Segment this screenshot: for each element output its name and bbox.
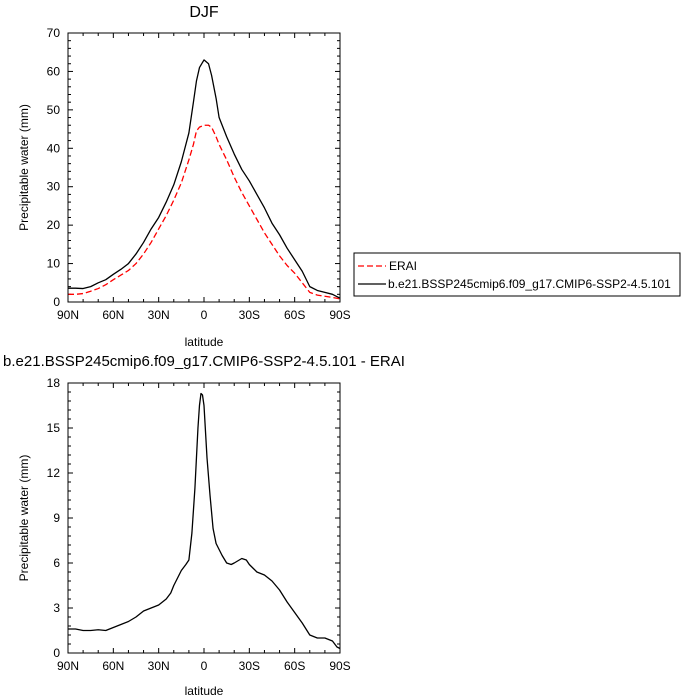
bottom-series — [68, 392, 341, 650]
bottom-y-tick-label: 9 — [53, 511, 60, 525]
top-y-tick-label: 60 — [47, 64, 61, 78]
top-y-tick-label: 40 — [47, 141, 61, 155]
top-y-tick-label: 10 — [47, 257, 61, 271]
top-series-line-1 — [68, 59, 341, 299]
bottom-y-tick-label: 15 — [47, 421, 61, 435]
top-x-tick-label: 90S — [329, 308, 350, 322]
top-series — [68, 59, 341, 300]
legend-box — [353, 252, 681, 297]
bottom-y-axis-label: Precipitable water (mm) — [17, 455, 31, 582]
top-y-tick-label: 50 — [47, 103, 61, 117]
top-x-tick-label: 60S — [284, 308, 305, 322]
top-x-tick-label: 90N — [57, 308, 79, 322]
top-series-line-0 — [68, 124, 341, 300]
top-chart-title: DJF — [189, 4, 219, 21]
bottom-chart-title: b.e21.BSSP245cmip6.f09_g17.CMIP6-SSP2-4.… — [3, 353, 405, 370]
top-ticks: 90N 60N 30N 0 30S 60S 90S 0 10 20 30 40 50 60 70 — [47, 26, 351, 322]
top-y-axis-label: Precipitable water (mm) — [17, 104, 31, 231]
legend: ERAI b.e21.BSSP245cmip6.f09_g17.CMIP6-SS… — [353, 252, 681, 297]
top-y-tick-label: 70 — [47, 26, 61, 40]
bottom-y-tick-label: 6 — [53, 556, 60, 570]
top-y-tick-label: 0 — [53, 295, 60, 309]
bottom-y-tick-label: 18 — [47, 376, 61, 390]
bottom-x-tick-label: 60S — [284, 659, 305, 673]
bottom-x-axis-label: latitude — [185, 684, 224, 698]
top-y-tick-label: 20 — [47, 218, 61, 232]
bottom-series-line-0 — [68, 392, 341, 650]
bottom-y-tick-label: 3 — [53, 601, 60, 615]
top-plot-frame — [67, 32, 341, 303]
bottom-plot-frame — [67, 382, 341, 654]
top-x-tick-label: 60N — [102, 308, 124, 322]
bottom-x-tick-label: 0 — [201, 659, 208, 673]
top-x-tick-label: 30N — [148, 308, 170, 322]
top-x-axis-label: latitude — [185, 335, 224, 349]
bottom-x-tick-label: 30N — [148, 659, 170, 673]
top-y-tick-label: 30 — [47, 180, 61, 194]
bottom-ticks: 90N 60N 30N 0 30S 60S 90S 0 3 6 9 12 15 18 — [47, 376, 351, 673]
bottom-x-tick-label: 60N — [102, 659, 124, 673]
top-panel: DJF Precipitable water (mm) latitude 90N… — [17, 4, 351, 349]
bottom-x-tick-label: 90S — [329, 659, 350, 673]
bottom-x-tick-label: 30S — [239, 659, 260, 673]
bottom-y-tick-label: 12 — [47, 466, 61, 480]
legend-label-erai: ERAI — [389, 259, 417, 273]
bottom-y-tick-label: 0 — [53, 646, 60, 660]
top-x-tick-label: 30S — [239, 308, 260, 322]
legend-label-model: b.e21.BSSP245cmip6.f09_g17.CMIP6-SSP2-4.… — [388, 277, 671, 291]
bottom-panel: b.e21.BSSP245cmip6.f09_g17.CMIP6-SSP2-4.… — [3, 353, 405, 698]
bottom-x-tick-label: 90N — [57, 659, 79, 673]
top-x-tick-label: 0 — [201, 308, 208, 322]
